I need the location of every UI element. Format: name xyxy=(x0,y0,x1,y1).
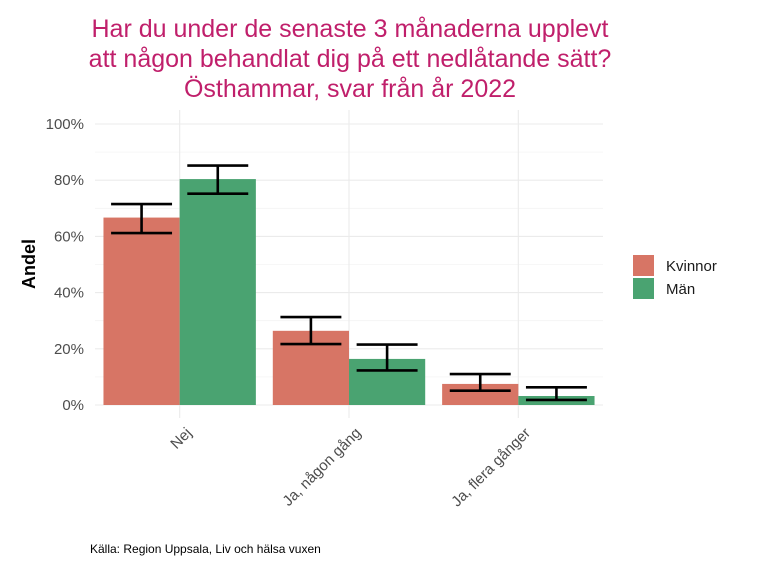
y-tick-label: 20% xyxy=(54,341,84,358)
legend-swatch xyxy=(633,255,654,276)
error-bar xyxy=(280,315,342,346)
error-bar xyxy=(525,385,587,402)
x-tick-label: Nej xyxy=(167,425,195,453)
y-axis-ticks: 0% 20% 40% 60% 80% 100% xyxy=(46,116,84,414)
legend-swatch xyxy=(633,278,654,299)
legend-item: Män xyxy=(633,278,695,299)
title-line-2: att någon behandlat dig på ett nedlåtand… xyxy=(89,45,612,73)
error-bars xyxy=(111,164,587,402)
y-tick-label: 100% xyxy=(46,116,84,133)
title-line-1: Har du under de senaste 3 månaderna uppl… xyxy=(91,15,608,43)
y-axis-label: Andel xyxy=(19,239,39,289)
y-tick-label: 40% xyxy=(54,285,84,302)
y-tick-label: 0% xyxy=(62,397,84,414)
error-bar xyxy=(449,372,511,392)
bars xyxy=(103,179,595,405)
y-tick-label: 80% xyxy=(54,172,84,189)
x-axis-ticks: Nej Ja, någon gång Ja, flera gånger xyxy=(167,425,534,511)
error-bar xyxy=(356,343,418,372)
legend: Kvinnor Män xyxy=(633,255,717,299)
error-bar xyxy=(111,202,173,235)
chart-title: Har du under de senaste 3 månaderna uppl… xyxy=(89,15,612,103)
bar-m-n xyxy=(179,179,256,405)
legend-label: Kvinnor xyxy=(666,258,717,275)
caption: Källa: Region Uppsala, Liv och hälsa vux… xyxy=(90,542,321,556)
y-tick-label: 60% xyxy=(54,228,84,245)
title-line-3: Östhammar, svar från år 2022 xyxy=(184,75,516,103)
error-bar xyxy=(187,164,249,195)
bar-kvinnor xyxy=(103,217,180,405)
x-tick-label: Ja, någon gång xyxy=(279,425,364,510)
x-tick-label: Ja, flera gånger xyxy=(448,425,534,511)
bar-kvinnor xyxy=(442,383,519,405)
legend-item: Kvinnor xyxy=(633,255,717,276)
legend-label: Män xyxy=(666,281,695,298)
